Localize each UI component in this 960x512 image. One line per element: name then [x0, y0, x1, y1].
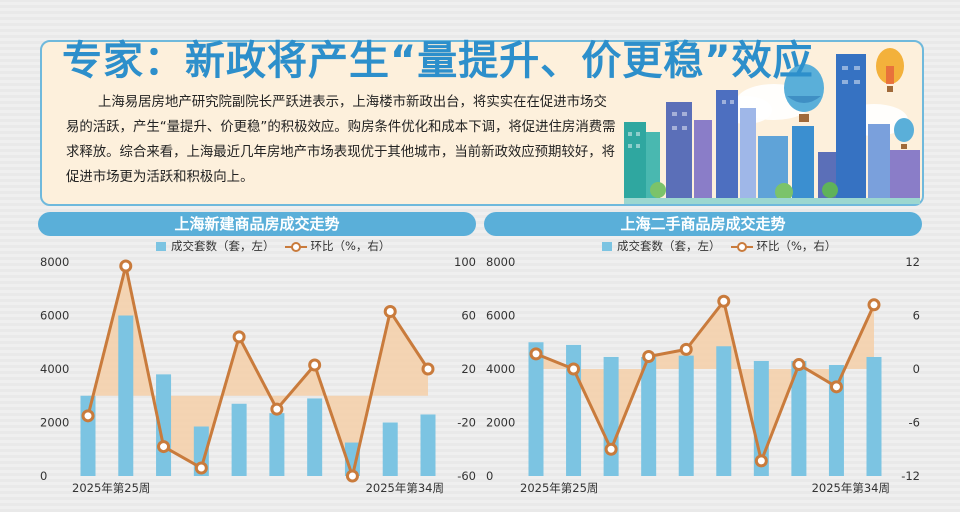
- right-axis-tick-label: 6: [913, 309, 920, 323]
- left-axis-tick-label: 6000: [486, 309, 515, 323]
- ratio-point: [421, 362, 435, 376]
- left-axis-tick-label: 2000: [486, 416, 515, 430]
- x-axis-label-first: 2025年第25周: [72, 481, 150, 495]
- ratio-point: [345, 469, 359, 483]
- left-axis-tick-label: 4000: [486, 362, 515, 376]
- volume-bar: [231, 403, 247, 476]
- volume-bar: [828, 364, 844, 476]
- volume-bar: [420, 414, 436, 476]
- left-axis-tick-label: 0: [40, 469, 47, 483]
- legend-line-swatch: [284, 242, 307, 252]
- ratio-point: [604, 442, 618, 456]
- ratio-point: [270, 402, 284, 416]
- ratio-point: [157, 440, 171, 454]
- left-axis-tick-label: 4000: [40, 362, 69, 376]
- ratio-point: [717, 294, 731, 308]
- ratio-line: [535, 299, 876, 463]
- volume-bar: [641, 356, 657, 476]
- volume-bar: [866, 356, 882, 476]
- legend-line-label: 环比（%，右）: [756, 239, 837, 253]
- x-axis-label-last: 2025年第34周: [812, 481, 890, 495]
- volume-bar: [528, 342, 544, 476]
- volume-bar: [382, 422, 398, 476]
- ratio-area: [536, 301, 874, 461]
- ratio-point: [567, 362, 581, 376]
- right-axis-tick-label: -6: [909, 416, 920, 430]
- left-axis-tick-label: 8000: [40, 255, 69, 269]
- right-axis-tick-label: -20: [457, 416, 476, 430]
- ratio-point: [679, 342, 693, 356]
- right-axis-tick-label: 12: [905, 255, 920, 269]
- volume-bar: [791, 360, 807, 476]
- right-axis-tick-label: 60: [461, 309, 476, 323]
- ratio-point: [119, 259, 133, 273]
- ratio-point: [383, 304, 397, 318]
- legend-line-label: 环比（%，右）: [310, 239, 391, 253]
- ratio-area: [88, 266, 428, 476]
- legend-new-homes: 成交套数（套，左） 环比（%，右）: [156, 238, 390, 254]
- right-axis-tick-label: 100: [454, 255, 476, 269]
- right-axis-tick-label: 20: [461, 362, 476, 376]
- left-axis-tick-label: 2000: [40, 416, 69, 430]
- headline: 专家：新政将产生“量提升、价更稳”效应: [62, 38, 814, 84]
- volume-bar: [307, 398, 323, 476]
- legend-line-swatch: [730, 242, 753, 252]
- intro-text: 上海易居房地产研究院副院长严跃进表示，上海楼市新政出台，将实实在在促进市场交易的…: [66, 95, 616, 185]
- hot-air-balloon-icon: [876, 48, 904, 92]
- right-axis-tick-label: -60: [457, 469, 476, 483]
- left-axis-tick-label: 8000: [486, 255, 515, 269]
- legend-bar-label: 成交套数（套，左）: [171, 239, 275, 253]
- hot-air-balloon-icon: [894, 118, 914, 149]
- ratio-point: [792, 358, 806, 372]
- volume-bar: [716, 346, 732, 476]
- chart-title-second-hand: 上海二手商品房成交走势: [484, 212, 922, 236]
- legend-bar-swatch: [156, 242, 166, 251]
- legend-second-hand: 成交套数（套，左） 环比（%，右）: [602, 238, 836, 254]
- ratio-point: [829, 380, 843, 394]
- x-axis-label-first: 2025年第25周: [520, 481, 598, 495]
- ratio-point: [308, 358, 322, 372]
- volume-bar: [269, 413, 285, 476]
- legend-bar-label: 成交套数（套，左）: [617, 239, 721, 253]
- ratio-line: [86, 264, 430, 478]
- ratio-point: [232, 330, 246, 344]
- legend-bar-swatch: [602, 242, 612, 251]
- left-axis-tick-label: 0: [486, 469, 493, 483]
- x-axis-label-last: 2025年第34周: [366, 481, 444, 495]
- left-axis-tick-label: 6000: [40, 309, 69, 323]
- city-skyline-illustration: [624, 48, 920, 204]
- volume-bar: [118, 315, 134, 476]
- volume-bar: [603, 356, 619, 476]
- hot-air-balloon-icon: [784, 64, 824, 122]
- ratio-point: [867, 298, 881, 312]
- ratio-point: [81, 409, 95, 423]
- ratio-point: [194, 461, 208, 475]
- ratio-point: [529, 347, 543, 361]
- ratio-point: [754, 454, 768, 468]
- ratio-point: [642, 350, 656, 364]
- volume-bar: [678, 355, 694, 476]
- right-axis-tick-label: -12: [901, 469, 920, 483]
- chart-title-new-homes: 上海新建商品房成交走势: [38, 212, 476, 236]
- right-axis-tick-label: 0: [913, 362, 920, 376]
